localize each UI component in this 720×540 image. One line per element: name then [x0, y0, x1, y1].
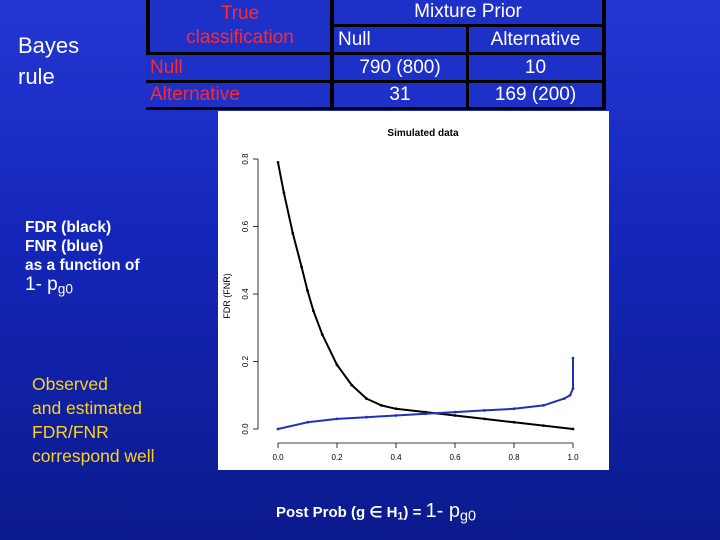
xlabel-big-sub: g0 — [459, 508, 476, 525]
cell-alt-null: 31 — [334, 83, 466, 107]
y-tick-label: 0.6 — [241, 220, 250, 232]
fnr-point — [542, 403, 545, 407]
fnr-point — [571, 387, 575, 390]
header-true-classification: True classification — [150, 0, 330, 52]
fdr-point — [512, 420, 516, 424]
chart-title: Simulated data — [387, 128, 459, 139]
row-alternative-label: Alternative — [146, 83, 330, 107]
fdr-line-2: FNR (blue) — [25, 238, 104, 255]
fdr-point — [365, 397, 368, 401]
y-tick-label: 0.2 — [241, 355, 250, 367]
cell-null-null-text: 790 (800) — [359, 56, 441, 78]
fnr-point — [306, 420, 309, 424]
fnr-point — [394, 414, 398, 417]
row-null-label-text: Null — [150, 56, 183, 78]
observed-note: Observed and estimated FDR/FNR correspon… — [32, 372, 155, 468]
fdr-point — [571, 427, 575, 431]
fdr-line-4-main: 1- p — [25, 274, 58, 295]
fdr-point — [306, 289, 309, 293]
fdr-point — [453, 414, 457, 417]
fnr-point — [512, 407, 516, 411]
row-null-label: Null — [146, 55, 330, 80]
xlabel-big: 1- pg0 — [425, 500, 476, 525]
fdr-point — [379, 403, 383, 407]
fnr-point — [568, 393, 572, 397]
fdr-point — [542, 424, 545, 428]
xlabel-h-sub: 1 — [397, 510, 404, 523]
fdr-point — [291, 231, 295, 235]
cell-alt-null-text: 31 — [389, 84, 411, 105]
chart-axes: 0.0 0.2 0.4 0.6 0.8 0.0 0.2 0.4 0.6 0.8 1.0 — [241, 153, 579, 462]
cell-null-alt-text: 10 — [524, 56, 547, 78]
xlabel-mid: ) = — [403, 504, 426, 521]
header-true-line-1: True — [220, 3, 260, 24]
header-mixture-text: Mixture Prior — [414, 1, 522, 22]
header-mixture-prior: Mixture Prior — [334, 0, 602, 24]
y-tick-label: 0.4 — [241, 288, 250, 300]
cell-alt-alt-text: 169 (200) — [494, 84, 577, 105]
fnr-point — [335, 417, 339, 421]
cell-null-alt: 10 — [469, 55, 602, 80]
fdr-point — [335, 363, 339, 367]
fnr-point — [365, 415, 368, 419]
x-tick-label: 0.0 — [272, 453, 284, 462]
fnr-point — [276, 427, 280, 431]
fnr-series-line — [277, 358, 574, 430]
fdr-point — [300, 265, 303, 269]
row-alt-label-text: Alternative — [150, 84, 240, 105]
fdr-point — [394, 407, 398, 411]
header-col-alternative: Alternative — [469, 27, 602, 52]
fnr-point — [424, 412, 427, 416]
y-tick-label: 0.0 — [241, 423, 250, 435]
fnr-point — [571, 356, 575, 360]
chart-series — [276, 160, 575, 431]
xlabel-big-main: 1- p — [425, 500, 460, 522]
x-tick-label: 0.2 — [331, 453, 343, 462]
obs-line-3: FDR/FNR — [32, 422, 109, 442]
x-axis-label: Post Prob (g ∈ H1) = 1- pg0 — [276, 500, 476, 525]
bayes-line-2: rule — [18, 64, 55, 89]
classification-table: True classification Mixture Prior Null A… — [146, 0, 606, 110]
fdr-line-3: as a function of — [25, 257, 140, 274]
header-true-line-2: classification — [186, 27, 294, 48]
header-col-alternative-text: Alternative — [490, 28, 581, 50]
cell-null-null: 790 (800) — [334, 55, 466, 80]
x-tick-label: 0.4 — [390, 453, 402, 462]
cell-alt-alt: 169 (200) — [469, 83, 602, 107]
fdr-fnr-chart: Simulated data FDR (FNR) 0.0 0.2 0.4 0.6 0.8… — [218, 111, 609, 470]
fdr-point — [350, 383, 354, 387]
chart-ylabel: FDR (FNR) — [222, 273, 232, 319]
fdr-description: FDR (black) FNR (blue) as a function of … — [25, 218, 140, 298]
fdr-point — [483, 417, 486, 421]
fdr-series-line — [277, 162, 574, 430]
header-col-null-text: Null — [338, 28, 371, 50]
fnr-point — [483, 409, 486, 412]
header-col-null: Null — [334, 27, 466, 52]
bayes-rule-label: Bayes rule — [18, 30, 79, 92]
y-tick-label: 0.8 — [241, 153, 250, 165]
fdr-point — [276, 160, 280, 164]
obs-line-1: Observed — [32, 374, 108, 394]
obs-line-4: correspond well — [32, 446, 155, 466]
fnr-point — [453, 410, 457, 414]
fdr-point — [320, 333, 324, 336]
obs-line-2: and estimated — [32, 398, 142, 418]
fdr-point — [282, 191, 286, 195]
x-tick-label: 0.8 — [508, 453, 520, 462]
chart-svg: Simulated data FDR (FNR) 0.0 0.2 0.4 0.6 0.8… — [222, 128, 579, 462]
xlabel-prefix: Post Prob (g ∈ H — [276, 504, 398, 521]
fdr-line-4: 1- pg0 — [25, 275, 140, 298]
bayes-line-1: Bayes — [18, 33, 80, 58]
fdr-line-1: FDR (black) — [25, 219, 112, 236]
fdr-point — [312, 309, 315, 313]
x-tick-label: 1.0 — [567, 453, 579, 462]
x-tick-label: 0.6 — [449, 453, 461, 462]
fdr-line-4-sub: g0 — [57, 281, 73, 297]
fnr-point — [562, 397, 566, 401]
